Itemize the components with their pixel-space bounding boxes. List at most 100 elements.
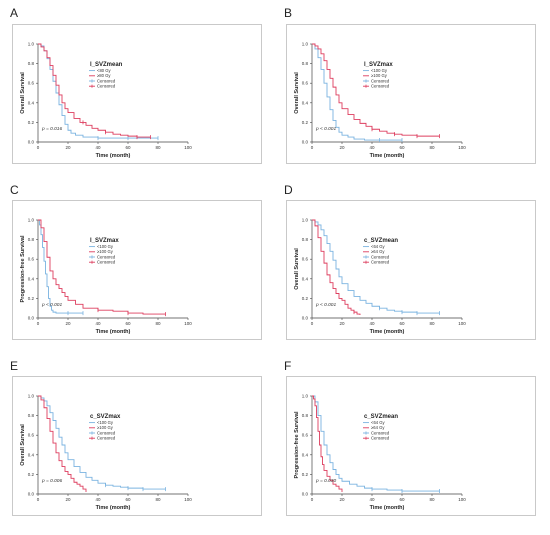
km-panel-e: 0.0 0.2 0.4 0.6 0.8 1.0 0 20 40 60 80 100 Time (mont… (12, 376, 262, 516)
series-line-0 (38, 395, 166, 490)
y-tick-label: 0.4 (302, 276, 309, 281)
x-axis-title: Time (month) (96, 153, 131, 159)
x-tick-label: 40 (95, 145, 101, 150)
series-line-1 (38, 219, 166, 315)
legend-entry-label: Censored (97, 436, 116, 441)
y-tick-label: 0.6 (28, 81, 35, 86)
y-tick-label: 0.2 (28, 472, 35, 477)
y-tick-label: 1.0 (302, 394, 309, 399)
p-value-annotation: p < 0.001 (315, 126, 336, 132)
series-line-0 (312, 395, 440, 492)
km-chart-svg: 0.0 0.2 0.4 0.6 0.8 1.0 0 20 40 60 80 100 Time (mont… (286, 376, 536, 516)
x-tick-label: 40 (369, 321, 375, 326)
y-axis-title: Overall Survival (294, 72, 300, 114)
legend-entry-label: Censored (371, 430, 390, 435)
p-value-annotation: p < 0.001 (315, 302, 336, 308)
x-tick-label: 40 (95, 497, 101, 502)
y-tick-label: 0.4 (28, 276, 35, 281)
y-tick-label: 0.2 (28, 120, 35, 125)
y-tick-label: 0.2 (302, 120, 309, 125)
y-tick-label: 0.0 (302, 140, 309, 145)
panel-frame (286, 24, 536, 164)
legend-entry-label: Censored (371, 84, 390, 89)
y-tick-label: 0.2 (302, 296, 309, 301)
x-tick-label: 20 (65, 145, 71, 150)
series-line-0 (312, 219, 440, 314)
km-chart-svg: 0.0 0.2 0.4 0.6 0.8 1.0 0 20 40 60 80 100 Time (mont… (12, 24, 262, 164)
x-tick-label: 60 (399, 145, 405, 150)
x-tick-label: 80 (429, 145, 435, 150)
legend-entry-label: Censored (97, 260, 116, 265)
legend-entry-label: <100 Gy (97, 420, 114, 425)
y-tick-label: 0.6 (28, 257, 35, 262)
y-tick-label: 0.2 (28, 296, 35, 301)
y-tick-label: 0.8 (302, 237, 309, 242)
panel-letter-d: D (284, 183, 293, 197)
legend-title: c_SVZmax (90, 414, 121, 420)
panel-letter-e: E (10, 359, 19, 373)
km-chart-svg: 0.0 0.2 0.4 0.6 0.8 1.0 0 20 40 60 80 100 Time (mont… (12, 376, 262, 516)
legend-entry-label: ≥100 Gy (97, 249, 114, 254)
series-line-1 (38, 395, 87, 493)
legend-entry-label: <100 Gy (97, 244, 114, 249)
x-tick-label: 80 (429, 321, 435, 326)
legend-entry-label: ≥100 Gy (371, 73, 388, 78)
legend-entry-label: ≥80 Gy (97, 73, 111, 78)
x-tick-label: 80 (155, 145, 161, 150)
y-tick-label: 1.0 (302, 42, 309, 47)
x-axis-title: Time (month) (370, 153, 405, 159)
legend-entry-label: Censored (371, 436, 390, 441)
x-axis-title: Time (month) (370, 505, 405, 511)
y-tick-label: 1.0 (28, 42, 35, 47)
y-axis-title: Progression-free Survival (20, 235, 26, 302)
x-tick-label: 100 (458, 497, 466, 502)
x-tick-label: 20 (65, 321, 71, 326)
x-tick-label: 60 (125, 497, 131, 502)
x-tick-label: 20 (339, 497, 345, 502)
x-tick-label: 80 (429, 497, 435, 502)
legend-entry-label: Censored (371, 254, 390, 259)
x-tick-label: 40 (95, 321, 101, 326)
series-line-1 (38, 43, 151, 138)
y-tick-label: 0.8 (28, 61, 35, 66)
y-axis-title: Overall Survival (20, 424, 26, 466)
km-panel-a: 0.0 0.2 0.4 0.6 0.8 1.0 0 20 40 60 80 100 Time (mont… (12, 24, 262, 164)
km-panel-d: 0.0 0.2 0.4 0.6 0.8 1.0 0 20 40 60 80 100 Time (mont… (286, 200, 536, 340)
km-panel-b: 0.0 0.2 0.4 0.6 0.8 1.0 0 20 40 60 80 100 Time (mont… (286, 24, 536, 164)
legend-entry-label: Censored (371, 260, 390, 265)
panel-letter-f: F (284, 359, 292, 373)
panel-letter-a: A (10, 6, 19, 20)
panel-frame (286, 376, 536, 516)
y-tick-label: 0.0 (28, 140, 35, 145)
series-line-1 (312, 219, 361, 316)
p-value-annotation: p = 0.030 (315, 478, 336, 484)
y-axis-title: Progression-free Survival (294, 411, 300, 478)
x-axis-title: Time (month) (96, 505, 131, 511)
panel-letter-b: B (284, 6, 293, 20)
y-tick-label: 0.0 (302, 492, 309, 497)
legend-entry-label: Censored (97, 254, 116, 259)
x-tick-label: 100 (184, 321, 192, 326)
x-tick-label: 0 (311, 145, 314, 150)
y-tick-label: 0.4 (28, 100, 35, 105)
panel-frame (12, 376, 262, 516)
panel-letter-c: C (10, 183, 19, 197)
legend-title: c_SVZmean (364, 414, 398, 420)
x-axis-title: Time (month) (96, 329, 131, 335)
p-value-annotation: p = 0.016 (41, 126, 62, 132)
km-chart-svg: 0.0 0.2 0.4 0.6 0.8 1.0 0 20 40 60 80 100 Time (mont… (286, 200, 536, 340)
y-tick-label: 0.8 (28, 237, 35, 242)
y-tick-label: 0.2 (302, 472, 309, 477)
legend-entry-label: ≥100 Gy (97, 425, 114, 430)
x-tick-label: 0 (37, 321, 40, 326)
p-value-annotation: p < 0.001 (41, 302, 62, 308)
legend-entry-label: <64 Gy (371, 244, 386, 249)
x-tick-label: 0 (311, 321, 314, 326)
x-tick-label: 100 (458, 145, 466, 150)
x-tick-label: 0 (37, 145, 40, 150)
x-tick-label: 20 (65, 497, 71, 502)
y-tick-label: 0.6 (302, 81, 309, 86)
series-line-0 (38, 219, 83, 314)
series-line-0 (312, 43, 402, 141)
x-axis-title: Time (month) (370, 329, 405, 335)
